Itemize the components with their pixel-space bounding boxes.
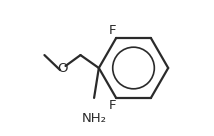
Text: O: O: [58, 61, 68, 75]
Text: NH₂: NH₂: [82, 112, 107, 125]
Text: F: F: [108, 99, 116, 112]
Text: F: F: [108, 24, 116, 37]
